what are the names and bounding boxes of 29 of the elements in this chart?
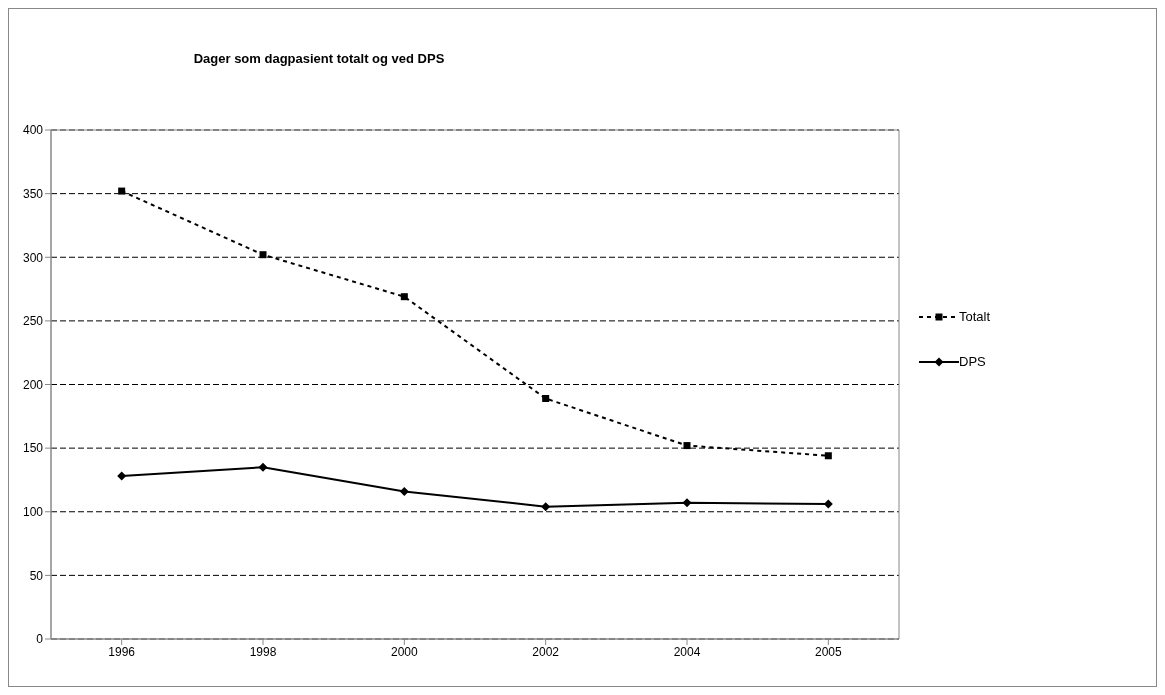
legend-label: DPS bbox=[959, 354, 986, 369]
x-tick-label: 1996 bbox=[108, 644, 136, 659]
y-tick-label: 100 bbox=[22, 505, 44, 520]
point bbox=[542, 395, 550, 402]
x-tick-label: 1998 bbox=[249, 644, 277, 659]
x-tick-label: 2002 bbox=[532, 644, 560, 659]
y-tick-label: 300 bbox=[22, 250, 44, 265]
y-tick-label: 200 bbox=[22, 377, 44, 392]
x-tick-label: 2004 bbox=[673, 644, 701, 659]
point bbox=[541, 502, 551, 512]
x-tick-label: 2005 bbox=[814, 644, 842, 659]
y-tick-label: 250 bbox=[22, 314, 44, 329]
point bbox=[399, 486, 409, 496]
chart-title: Dager som dagpasient totalt og ved DPS bbox=[192, 51, 446, 66]
y-tick-label: 350 bbox=[22, 186, 44, 201]
point bbox=[682, 498, 692, 508]
y-tick-label: 50 bbox=[29, 568, 44, 583]
point bbox=[259, 251, 267, 259]
point bbox=[258, 462, 268, 472]
point bbox=[118, 187, 126, 195]
y-tick-label: 150 bbox=[22, 441, 44, 456]
legend-label: Totalt bbox=[959, 309, 991, 324]
point bbox=[683, 442, 691, 450]
x-tick-label: 2000 bbox=[390, 644, 418, 659]
y-tick-label: 400 bbox=[22, 123, 44, 138]
point bbox=[400, 293, 408, 301]
point bbox=[824, 452, 832, 460]
y-tick-label: 0 bbox=[36, 632, 44, 647]
point bbox=[117, 471, 127, 481]
